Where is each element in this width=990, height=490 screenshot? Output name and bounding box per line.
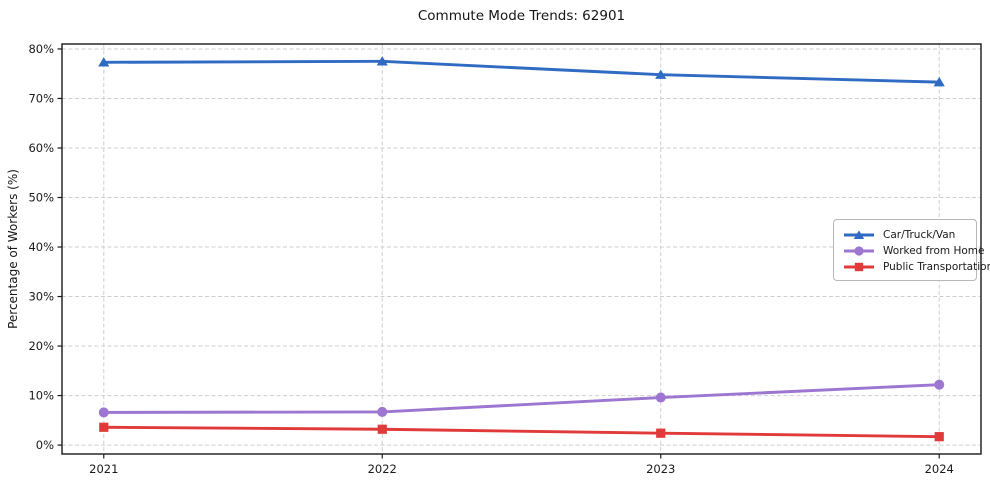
legend-item: Car/Truck/Van [842,227,968,242]
y-tick-label: 20% [28,339,54,353]
y-tick-label: 10% [28,389,54,403]
legend-label: Worked from Home [883,244,985,257]
legend-label: Car/Truck/Van [883,228,956,241]
y-tick-label: 0% [36,438,54,452]
data-point-marker [99,422,109,432]
legend-marker-glyph [853,229,865,239]
x-tick-label: 2024 [925,462,954,476]
legend-label: Public Transportation [883,260,990,273]
x-tick-label: 2022 [368,462,397,476]
y-tick-label: 50% [28,191,54,205]
legend-marker-glyph [854,245,864,256]
data-point-marker [934,379,945,390]
y-tick-label: 30% [28,290,54,304]
data-point-marker [98,407,109,418]
data-point-marker [656,428,666,438]
x-tick-label: 2021 [89,462,118,476]
y-tick-label: 60% [28,141,54,155]
axes-frame [61,43,982,455]
legend-square-marker-icon [844,262,874,271]
data-point-marker [377,406,388,417]
series-line [102,383,941,414]
legend-item: Worked from Home [842,243,984,258]
x-tick-label: 2023 [646,462,675,476]
y-tick-label: 40% [28,240,54,254]
data-point-marker [655,69,667,79]
data-point-marker [377,424,387,434]
chart-title: Commute Mode Trends: 62901 [417,8,626,24]
legend-marker-glyph [854,262,864,271]
series-line [102,59,941,84]
y-tick-label: 80% [28,42,54,56]
data-point-marker [376,56,388,66]
legend-triangle-marker-icon [844,229,874,239]
data-point-marker [933,76,945,87]
legend-item: Public Transportation [842,259,990,274]
legend: Car/Truck/Van Worked from Home Public Tran… [833,219,990,281]
data-point-marker [98,57,110,67]
legend-circle-marker-icon [844,245,874,256]
data-point-marker [934,432,944,442]
series-line [102,425,941,439]
data-point-marker [655,392,666,403]
y-tick-label: 70% [28,91,54,105]
